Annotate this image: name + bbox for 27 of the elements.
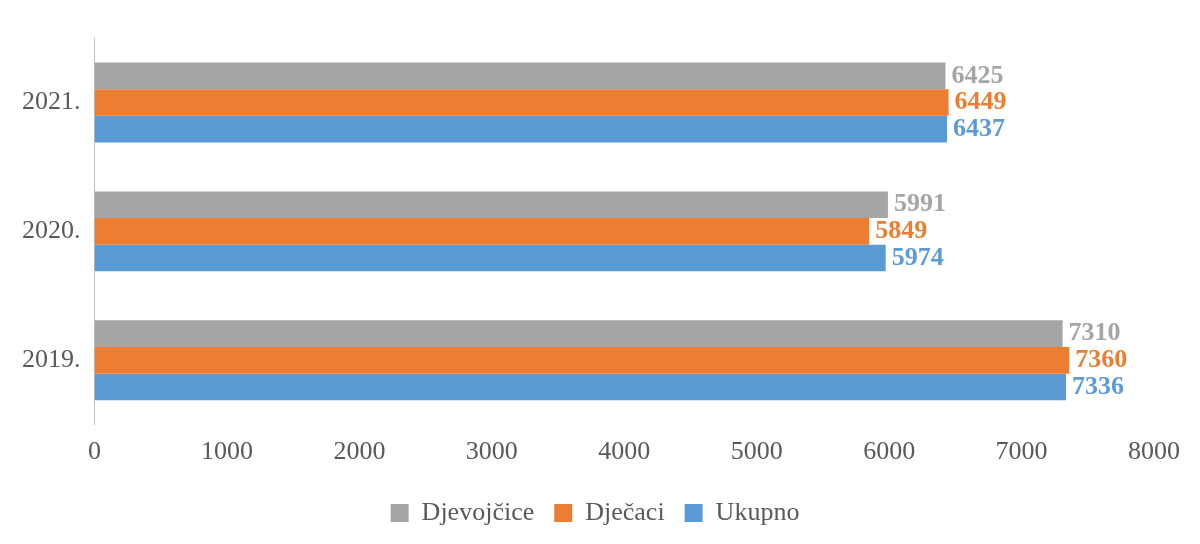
data-label: 7310	[1068, 317, 1121, 347]
y-tick-label: 2019.	[22, 344, 81, 374]
y-tick-label: 2020.	[22, 215, 81, 245]
x-tick-label: 7000	[995, 436, 1048, 466]
x-tick-label: 3000	[465, 436, 518, 466]
bar	[94, 89, 949, 116]
x-tick-label: 6000	[863, 436, 916, 466]
legend-label: Djevojčice	[421, 496, 535, 526]
bar	[94, 115, 947, 143]
data-label: 5991	[893, 188, 946, 218]
y-tick-label: 2021.	[22, 86, 81, 116]
x-tick-label: 0	[88, 436, 101, 466]
bar	[94, 347, 1070, 374]
bar	[94, 244, 886, 272]
bar	[94, 191, 888, 219]
x-tick-label: 8000	[1128, 436, 1180, 466]
x-tick-label: 5000	[730, 436, 783, 466]
x-tick-label: 4000	[598, 436, 651, 466]
legend-label: Dječaci	[585, 496, 665, 526]
data-label: 6425	[951, 59, 1004, 89]
legend-label: Ukupno	[715, 496, 800, 526]
x-tick-label: 1000	[200, 436, 253, 466]
bar	[94, 320, 1063, 348]
bar	[94, 373, 1067, 401]
bar	[94, 62, 946, 90]
bar	[94, 218, 870, 245]
x-tick-label: 2000	[333, 436, 386, 466]
